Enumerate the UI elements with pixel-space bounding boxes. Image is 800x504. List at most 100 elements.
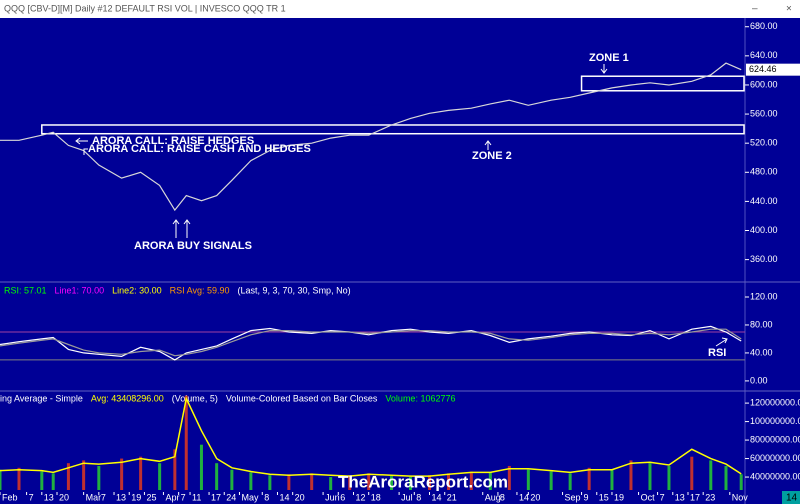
volume-bar (428, 475, 432, 490)
volume-bar (488, 472, 492, 490)
x-tick-label: 17 (211, 492, 221, 502)
x-tick-label: Apr (165, 492, 179, 502)
y-tick-label: 520.00 (750, 138, 778, 148)
annotation: ARORA CALL: RAISE CASH AND HEDGES (88, 143, 311, 155)
x-tick-label: 13 (675, 492, 685, 502)
arrow (715, 337, 728, 347)
y-tick-label: 100000000.00 (750, 416, 800, 426)
volume-bar (629, 460, 633, 490)
volume-bar (158, 463, 162, 490)
series-line (0, 325, 742, 361)
x-tick-label: 19 (614, 492, 624, 502)
x-tick-label: Jul (401, 492, 413, 502)
legend-entry: Volume: 1062776 (385, 393, 455, 403)
volume-bar (139, 456, 143, 490)
watermark: TheAroraReport.com (338, 472, 508, 491)
zone-box (41, 124, 745, 135)
arrow (600, 64, 608, 74)
volume-bar (709, 460, 713, 490)
corner-label: 14 (786, 493, 798, 504)
x-tick-label: 19 (131, 492, 141, 502)
y-tick-label: 60000000.00 (750, 453, 800, 463)
x-tick-label: 14 (432, 492, 442, 502)
x-tick-label: Oct (641, 492, 656, 502)
volume-bar (287, 474, 291, 490)
volume-bar (526, 469, 530, 490)
minimize-button[interactable]: – (752, 4, 758, 15)
corner-box (782, 491, 800, 504)
volume-bar (587, 467, 591, 490)
y-tick-label: 360.00 (750, 254, 778, 264)
x-tick-label: 14 (279, 492, 289, 502)
x-tick-label: 14 (519, 492, 529, 502)
x-tick-label: 8 (500, 492, 505, 502)
x-tick-label: Nov (732, 492, 749, 502)
x-tick-label: 12 (355, 492, 365, 502)
volume-bar (648, 463, 652, 490)
y-tick-label: 560.00 (750, 108, 778, 118)
x-tick-label: 18 (371, 492, 381, 502)
volume-bar (367, 473, 371, 490)
volume-bar (724, 465, 728, 490)
volume-bar (51, 473, 55, 490)
x-tick-label: 17 (690, 492, 700, 502)
close-button[interactable]: × (786, 4, 792, 15)
volume-bar (507, 465, 511, 490)
x-tick-label: 11 (192, 492, 201, 502)
y-tick-label: 120.00 (750, 291, 778, 301)
volume-bar (739, 474, 743, 490)
x-tick-label: 21 (447, 492, 457, 502)
x-tick-label: 7 (29, 492, 34, 502)
volume-bar (390, 476, 394, 490)
volume-bar (17, 467, 21, 490)
volume-bar (230, 469, 234, 490)
x-tick-label: 13 (116, 492, 126, 502)
series-line (0, 62, 742, 212)
legend-entry: RSI: 57.01 (4, 285, 47, 295)
volume-bar (310, 473, 314, 490)
x-tick-label: 25 (146, 492, 156, 502)
y-tick-label: 80000000.00 (750, 434, 800, 444)
volume-bar (610, 469, 614, 490)
x-tick-label: 7 (181, 492, 186, 502)
x-tick-label: 9 (584, 492, 589, 502)
legend-entry: RSI Avg: 59.90 (170, 285, 230, 295)
zone-label: ZONE 1 (589, 52, 629, 64)
zone-box (580, 75, 745, 92)
legend-entry: Avg: 43408296.00 (91, 393, 164, 403)
legend-entry: Line2: 30.00 (112, 285, 162, 295)
x-tick-label: 8 (416, 492, 421, 502)
volume-bar (120, 458, 124, 490)
zone-label: ZONE 2 (472, 150, 512, 162)
x-tick-label: Feb (2, 492, 18, 502)
x-tick-label: 6 (340, 492, 345, 502)
last-value-label: 624.46 (749, 64, 777, 74)
series-line (0, 396, 742, 477)
volume-bar (348, 475, 352, 490)
volume-bar (568, 473, 572, 490)
volume-bar (329, 477, 333, 490)
legend-entry: (Volume, 5) (172, 393, 218, 403)
y-tick-label: 40000000.00 (750, 471, 800, 481)
volume-bar (173, 449, 177, 490)
y-tick-label: 0.00 (750, 375, 768, 385)
window-title: QQQ [CBV-D][M] Daily #12 DEFAULT RSI VOL… (4, 3, 286, 13)
y-tick-label: 120000000.00 (750, 397, 800, 407)
volume-bar (184, 395, 188, 490)
y-tick-label: 40.00 (750, 347, 773, 357)
x-tick-label: 15 (599, 492, 609, 502)
volume-bar (249, 472, 253, 490)
volume-bar (97, 465, 101, 490)
y-tick-label: 640.00 (750, 50, 778, 60)
arrow (75, 137, 88, 155)
x-tick-label: Aug (485, 492, 501, 502)
volume-bar (409, 477, 413, 490)
arrow (172, 219, 191, 238)
y-tick-label: 80.00 (750, 319, 773, 329)
marks: 680.00640.00600.00560.00520.00480.00440.… (0, 21, 800, 502)
x-tick-label: 7 (101, 492, 106, 502)
x-tick-label: 7 (660, 492, 665, 502)
x-tick-label: 24 (226, 492, 236, 502)
x-tick-label: Mar (86, 492, 102, 502)
